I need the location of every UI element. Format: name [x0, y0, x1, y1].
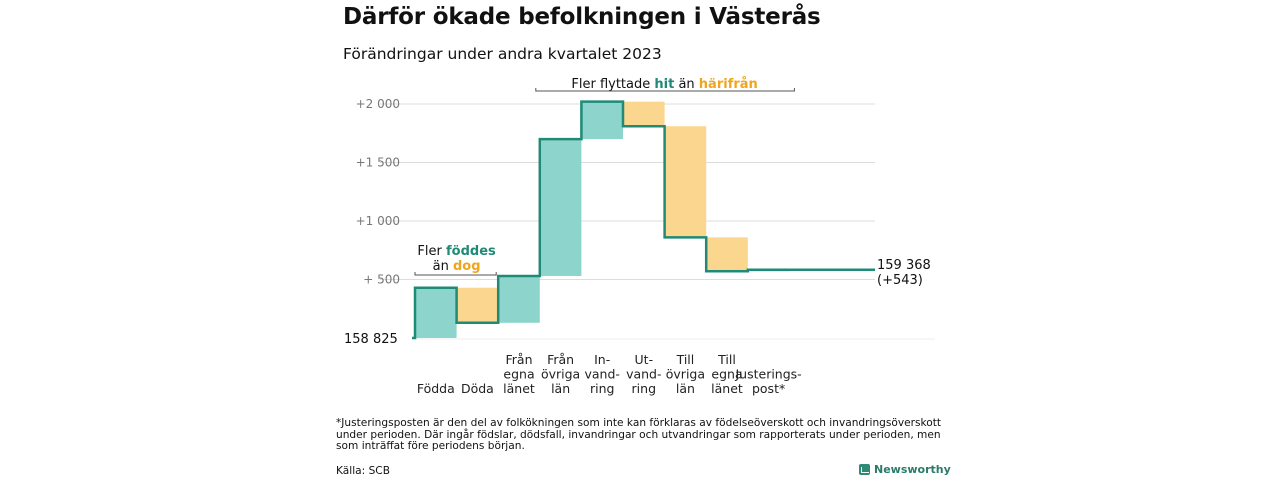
category-label: länet — [503, 381, 535, 396]
category-label: egna — [711, 366, 742, 381]
annotation-segment: Fler flyttade — [571, 77, 654, 92]
waterfall-bar — [415, 287, 457, 338]
source-label: Källa: SCB — [336, 465, 390, 477]
annotation-segment: Fler — [417, 244, 446, 259]
category-label: Döda — [461, 381, 494, 396]
category-label: län — [551, 381, 570, 396]
annotation-segment: föddes — [446, 244, 496, 259]
category-label: Från — [505, 352, 532, 367]
annotation-bracket — [535, 88, 795, 92]
y-tick-label: +2 000 — [356, 97, 400, 111]
waterfall-bar — [623, 101, 665, 127]
category-label: Ut- — [635, 352, 654, 367]
waterfall-bar — [664, 126, 707, 238]
waterfall-bar — [706, 237, 748, 272]
cumulative-step-line — [412, 100, 875, 340]
category-label: In- — [594, 352, 610, 367]
category-label: Födda — [417, 381, 455, 396]
baseline-value-label: 158 825 — [344, 332, 398, 347]
annotation-bracket — [414, 272, 497, 276]
brand-name: Newsworthy — [874, 463, 951, 476]
annotation-segment: än — [674, 77, 698, 92]
waterfall-bar — [581, 101, 623, 140]
waterfall-bar — [456, 287, 499, 323]
category-label: ring — [632, 381, 656, 396]
category-label: län — [676, 381, 695, 396]
annotation-text: än dog — [433, 259, 481, 274]
annotation-segment: hit — [654, 77, 674, 92]
footnote: *Justeringsposten är den del av folkökni… — [336, 417, 942, 453]
y-tick-label: +1 000 — [356, 214, 400, 228]
category-label: övriga — [541, 366, 580, 381]
annotation-segment: än — [433, 259, 453, 274]
category-label: egna — [503, 366, 534, 381]
category-label: vand- — [626, 366, 661, 381]
category-label: länet — [711, 381, 743, 396]
y-tick-label: +1 500 — [356, 156, 400, 170]
category-label: vand- — [584, 366, 619, 381]
waterfall-bar — [539, 139, 582, 276]
brand-logo[interactable]: Newsworthy — [859, 463, 951, 476]
category-label: ring — [590, 381, 614, 396]
annotation-segment: härifrån — [699, 77, 758, 92]
annotation-segment: dog — [453, 259, 481, 274]
category-label: Till — [717, 352, 736, 367]
category-label: Från — [547, 352, 574, 367]
category-label: Justerings- — [734, 366, 801, 381]
annotation-text: Fler föddes — [417, 244, 496, 259]
category-label: övriga — [666, 366, 705, 381]
chart-title: Därför ökade befolkningen i Västerås — [343, 4, 821, 30]
waterfall-bar — [498, 275, 540, 323]
end-value-label: 159 368 — [877, 258, 931, 273]
end-change-label: (+543) — [877, 273, 923, 288]
chart-subtitle: Förändringar under andra kvartalet 2023 — [343, 45, 662, 63]
newsworthy-logo-icon — [859, 464, 870, 475]
category-label: Till — [676, 352, 695, 367]
annotation-text: Fler flyttade hit än härifrån — [571, 77, 757, 92]
category-label: post* — [752, 381, 785, 396]
y-tick-label: + 500 — [363, 273, 400, 287]
